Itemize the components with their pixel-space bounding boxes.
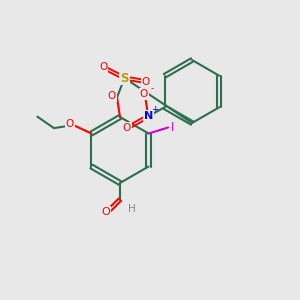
Text: O: O (99, 62, 108, 73)
Text: H: H (128, 203, 135, 214)
Text: I: I (171, 121, 174, 134)
Text: O: O (141, 77, 150, 88)
Text: -: - (150, 84, 153, 93)
Text: +: + (151, 105, 159, 114)
Text: S: S (120, 71, 129, 85)
Text: O: O (140, 89, 148, 99)
Text: O: O (122, 123, 131, 133)
Text: O: O (101, 207, 110, 217)
Text: N: N (144, 111, 153, 121)
Text: O: O (66, 118, 74, 129)
Text: O: O (107, 91, 116, 101)
